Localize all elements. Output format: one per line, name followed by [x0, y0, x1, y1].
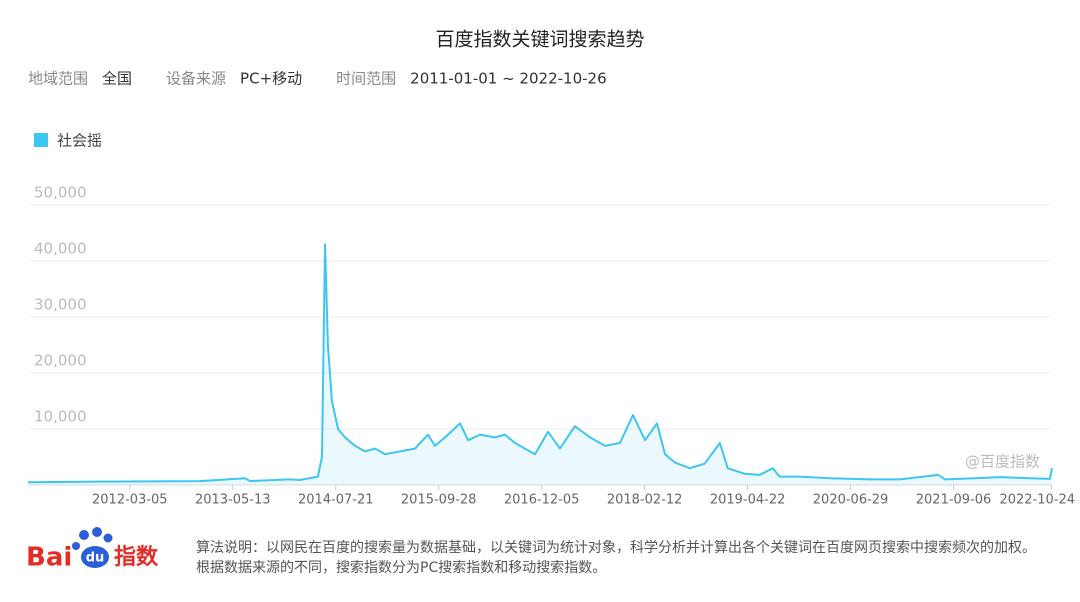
filter-value: 全国 — [102, 70, 132, 88]
filter-value: 2011-01-01 ~ 2022-10-26 — [410, 70, 606, 88]
filter-label: 时间范围 — [336, 70, 396, 88]
y-tick-label: 30,000 — [34, 296, 87, 314]
x-tick-label: 2015-09-28 — [401, 493, 477, 508]
footer-note: 算法说明：以网民在百度的搜索量为数据基础，以关键词为统计对象，科学分析并计算出各… — [196, 540, 1036, 576]
x-tick-label: 2019-04-22 — [710, 493, 786, 508]
y-tick-label: 40,000 — [34, 240, 87, 258]
chart-title: 百度指数关键词搜索趋势 — [435, 29, 644, 51]
y-tick-label: 50,000 — [34, 184, 87, 202]
x-tick-label: 2021-09-06 — [916, 493, 992, 508]
logo-du: du — [86, 551, 105, 566]
x-tick-label: 2022-10-24 — [999, 493, 1075, 508]
area — [28, 244, 1052, 485]
logo-index: 指数 — [114, 544, 159, 570]
filter-label: 地域范围 — [28, 70, 88, 88]
filter-value: PC+移动 — [240, 70, 302, 88]
watermark: @百度指数 — [965, 453, 1040, 471]
filter-label: 设备来源 — [166, 70, 226, 88]
x-tick-label: 2014-07-21 — [298, 493, 374, 508]
x-tick-label: 2013-05-13 — [195, 493, 271, 508]
legend-label[interactable]: 社会摇 — [57, 132, 102, 150]
logo-paw — [72, 527, 113, 568]
y-tick-label: 10,000 — [34, 408, 87, 426]
logo-bai: Bai — [26, 543, 72, 573]
y-tick-label: 20,000 — [34, 352, 87, 370]
x-tick-label: 2020-06-29 — [813, 493, 889, 508]
legend-swatch — [34, 133, 48, 147]
x-tick-label: 2012-03-05 — [92, 493, 168, 508]
line — [27, 243, 1053, 484]
x-tick-label: 2016-12-05 — [504, 493, 580, 508]
x-tick-label: 2018-02-12 — [607, 493, 683, 508]
